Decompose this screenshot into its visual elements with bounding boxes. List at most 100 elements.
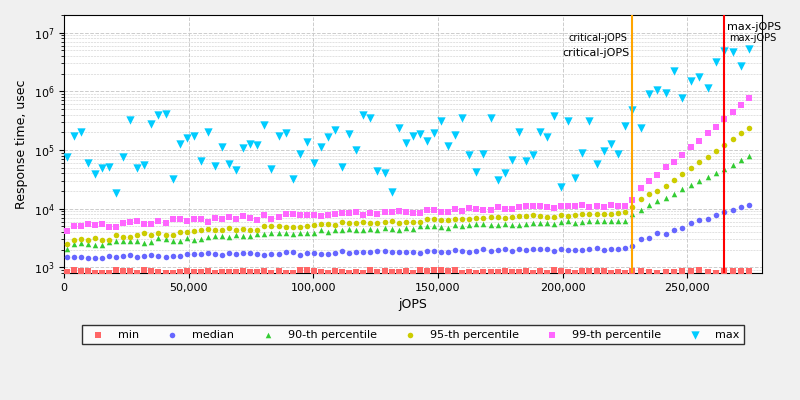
- 90-th percentile: [314, 227, 327, 233]
- 90-th percentile: [590, 218, 603, 224]
- min: [519, 268, 532, 275]
- 99-th percentile: [434, 209, 447, 215]
- median: [456, 248, 469, 255]
- 90-th percentile: [634, 206, 647, 213]
- 99-th percentile: [642, 177, 655, 184]
- min: [726, 268, 739, 274]
- 95-th percentile: [434, 216, 447, 223]
- median: [350, 249, 362, 256]
- min: [145, 267, 158, 274]
- max: [230, 167, 242, 174]
- 95-th percentile: [569, 212, 582, 218]
- 95-th percentile: [202, 225, 214, 232]
- 90-th percentile: [491, 222, 504, 228]
- min: [484, 269, 497, 275]
- 90-th percentile: [576, 219, 589, 225]
- 95-th percentile: [659, 182, 672, 189]
- max: [463, 152, 476, 158]
- 90-th percentile: [701, 174, 714, 180]
- 99-th percentile: [336, 210, 349, 216]
- 99-th percentile: [604, 202, 617, 208]
- median: [611, 246, 624, 252]
- median: [307, 250, 320, 256]
- median: [202, 250, 214, 257]
- 95-th percentile: [463, 216, 476, 222]
- 95-th percentile: [265, 223, 278, 229]
- 90-th percentile: [350, 227, 362, 233]
- median: [651, 230, 664, 236]
- max: [322, 134, 334, 140]
- median: [576, 247, 589, 254]
- 95-th percentile: [668, 177, 681, 183]
- 99-th percentile: [618, 203, 631, 209]
- 99-th percentile: [222, 214, 235, 220]
- median: [604, 246, 617, 252]
- median: [286, 249, 299, 256]
- median: [166, 253, 179, 259]
- min: [548, 267, 561, 273]
- max: [491, 177, 504, 184]
- median: [498, 246, 511, 253]
- Text: critical-jOPS: critical-jOPS: [562, 48, 630, 58]
- max: [67, 133, 80, 139]
- max: [364, 115, 377, 121]
- max: [583, 117, 596, 124]
- median: [222, 250, 235, 256]
- median: [251, 251, 264, 258]
- 95-th percentile: [209, 227, 222, 233]
- min: [634, 268, 647, 274]
- 95-th percentile: [336, 219, 349, 226]
- 95-th percentile: [110, 232, 122, 238]
- 99-th percentile: [701, 130, 714, 136]
- median: [506, 248, 518, 254]
- max: [484, 114, 497, 121]
- 99-th percentile: [513, 204, 526, 210]
- 99-th percentile: [258, 212, 271, 219]
- 99-th percentile: [598, 204, 610, 210]
- 99-th percentile: [659, 164, 672, 170]
- 95-th percentile: [294, 224, 306, 230]
- 95-th percentile: [743, 125, 756, 131]
- max: [166, 176, 179, 182]
- 90-th percentile: [726, 161, 739, 168]
- min: [364, 267, 377, 274]
- 99-th percentile: [110, 224, 122, 230]
- max: [159, 111, 172, 117]
- median: [110, 254, 122, 260]
- 90-th percentile: [301, 230, 314, 236]
- 95-th percentile: [371, 220, 384, 226]
- 99-th percentile: [386, 209, 398, 216]
- 99-th percentile: [102, 224, 115, 230]
- 90-th percentile: [364, 226, 377, 233]
- max: [294, 151, 306, 158]
- 90-th percentile: [138, 240, 150, 246]
- median: [718, 209, 730, 216]
- 90-th percentile: [414, 223, 426, 230]
- min: [138, 267, 150, 273]
- 90-th percentile: [428, 223, 441, 229]
- median: [343, 250, 356, 256]
- 90-th percentile: [651, 198, 664, 204]
- 90-th percentile: [110, 238, 122, 244]
- 95-th percentile: [399, 219, 412, 225]
- min: [555, 268, 568, 274]
- 99-th percentile: [456, 208, 469, 214]
- 99-th percentile: [194, 216, 207, 222]
- max: [676, 94, 689, 101]
- min: [498, 268, 511, 274]
- 90-th percentile: [89, 242, 102, 248]
- 95-th percentile: [364, 220, 377, 226]
- 99-th percentile: [449, 206, 462, 212]
- min: [314, 269, 327, 275]
- 99-th percentile: [294, 212, 306, 219]
- 90-th percentile: [526, 219, 539, 226]
- min: [386, 269, 398, 275]
- max: [626, 107, 638, 114]
- min: [378, 268, 391, 274]
- 90-th percentile: [470, 221, 483, 228]
- 95-th percentile: [590, 211, 603, 218]
- 99-th percentile: [676, 152, 689, 158]
- 95-th percentile: [676, 171, 689, 177]
- min: [180, 268, 193, 275]
- min: [174, 269, 186, 275]
